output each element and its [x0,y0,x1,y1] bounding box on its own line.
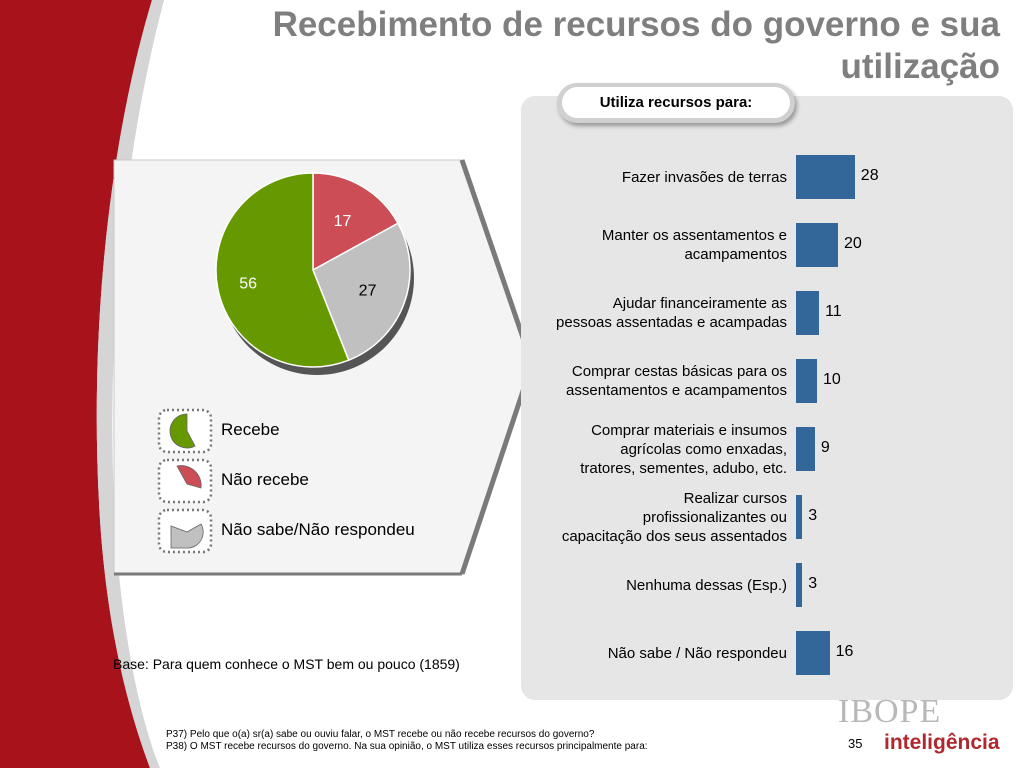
pie-slice-3 [312,222,411,362]
bar [796,631,830,675]
legend-item: Não recebe [157,458,477,506]
base-note: Base: Para quem conhece o MST bem ou pou… [113,656,460,672]
pie-slice-1 [215,172,350,368]
bar [796,563,803,607]
footnote-p37: P37) Pelo que o(a) sr(a) sabe ou ouviu f… [166,729,595,740]
legend-swatch-icon [157,408,213,454]
bar [796,359,817,403]
ibope-logo: IBOPE [838,693,942,730]
pie-value-label: 27 [359,283,377,300]
bar-category-label: Comprar cestas básicas para os assentamen… [566,363,787,399]
bar [796,291,820,335]
legend-item: Não sabe/Não respondeu [157,508,477,556]
pie-value-label: 56 [239,275,257,292]
pie-chart-panel: 17 27 56 [108,153,468,581]
pie-slice-2 [312,172,400,272]
bar-value-label: 16 [835,643,854,660]
legend-swatch-icon [157,458,213,504]
bar-category-label: Não sabe / Não respondeu [607,644,787,662]
bar [796,427,815,471]
bar-chart-panel [521,96,1013,700]
inteligencia-logo: inteligência [884,731,1000,754]
page-title: Recebimento de recursos do governo e sua… [272,5,1000,86]
bar-category-label: Ajudar financeiramente as pessoas assenta… [556,295,787,331]
bar-value-label: 28 [860,167,879,184]
bar [796,495,803,539]
bar-category-label: Fazer invasões de terras [621,168,787,186]
bar-chart-title: Utiliza recursos para: [557,83,795,123]
pie-chart: 17 27 56 [215,172,414,375]
legend-label: Recebe [221,420,280,439]
bar-value-label: 10 [823,371,841,388]
pie-value-label: 17 [334,213,352,230]
question-footnotes: P37) Pelo que o(a) sr(a) sabe ou ouviu f… [166,729,648,753]
legend-swatch-icon [157,508,213,554]
bar-chart-title-text: Utiliza recursos para: [562,87,790,118]
bar-value-label: 20 [844,235,862,252]
bar-category-label: Comprar materiais e insumos agrícolas com… [580,421,787,477]
bar-value-label: 11 [825,303,842,320]
bar-category-label: Realizar cursos profissionalizantes ou cap… [561,489,787,545]
bar [796,223,838,267]
bar-value-label: 3 [808,575,818,592]
legend-item: Recebe [157,408,477,456]
bar-category-label: Nenhuma dessas (Esp.) [626,576,787,594]
bar-value-label: 3 [808,507,818,524]
legend-label: Não sabe/Não respondeu [221,520,415,539]
bar-value-label: 9 [820,439,830,456]
page-number: 35 [848,736,863,751]
legend-label: Não recebe [221,470,309,489]
footnote-p38: P38) O MST recebe recursos do governo. N… [166,741,648,752]
bar-category-label: Manter os assentamentos e acampamentos [601,227,787,263]
bar [796,155,855,199]
